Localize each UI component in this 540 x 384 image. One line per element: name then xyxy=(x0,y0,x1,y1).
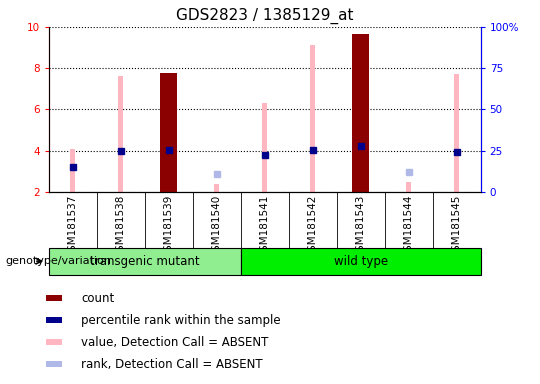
Text: GSM181538: GSM181538 xyxy=(116,195,126,258)
Text: percentile rank within the sample: percentile rank within the sample xyxy=(81,314,281,327)
Bar xyxy=(241,248,481,275)
Text: GSM181542: GSM181542 xyxy=(308,195,318,258)
Text: GSM181541: GSM181541 xyxy=(260,195,269,258)
Text: transgenic mutant: transgenic mutant xyxy=(90,255,199,268)
Bar xyxy=(160,73,177,192)
Bar xyxy=(46,339,62,345)
Text: genotype/variation: genotype/variation xyxy=(5,256,111,266)
Title: GDS2823 / 1385129_at: GDS2823 / 1385129_at xyxy=(176,8,353,24)
Text: GSM181540: GSM181540 xyxy=(212,195,221,258)
Bar xyxy=(49,248,241,275)
Bar xyxy=(406,182,411,192)
Text: rank, Detection Call = ABSENT: rank, Detection Call = ABSENT xyxy=(81,358,262,371)
Bar xyxy=(46,317,62,323)
Text: value, Detection Call = ABSENT: value, Detection Call = ABSENT xyxy=(81,336,268,349)
Bar xyxy=(454,74,460,192)
Text: GSM181544: GSM181544 xyxy=(403,195,414,258)
Bar xyxy=(46,361,62,367)
Text: GSM181539: GSM181539 xyxy=(164,195,173,258)
Text: GSM181537: GSM181537 xyxy=(68,195,78,258)
Text: GSM181543: GSM181543 xyxy=(356,195,366,258)
Bar xyxy=(262,103,267,192)
Text: wild type: wild type xyxy=(334,255,388,268)
Text: GSM181545: GSM181545 xyxy=(451,195,462,258)
Bar xyxy=(70,149,76,192)
Bar xyxy=(118,76,124,192)
Bar xyxy=(46,295,62,301)
Bar xyxy=(310,45,315,192)
Text: count: count xyxy=(81,292,114,305)
Bar xyxy=(352,34,369,192)
Bar xyxy=(214,184,219,192)
